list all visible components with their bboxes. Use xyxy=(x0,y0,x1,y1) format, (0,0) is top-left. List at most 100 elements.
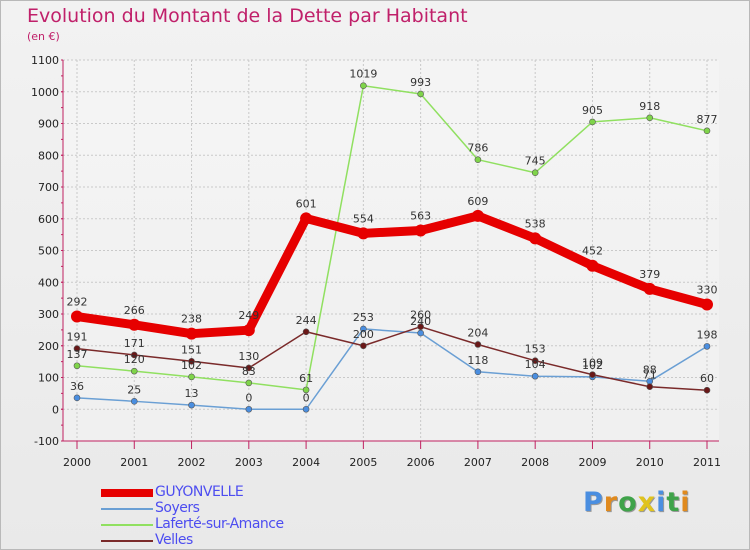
data-label: 102 xyxy=(582,359,603,372)
data-label: 88 xyxy=(643,363,657,376)
data-label: 198 xyxy=(697,328,718,341)
y-tick-label: 100 xyxy=(38,372,59,385)
data-label: 452 xyxy=(582,245,603,258)
data-label: 1019 xyxy=(349,68,377,81)
data-label: 200 xyxy=(353,328,374,341)
series-line-soyers xyxy=(76,328,708,410)
legend-swatch xyxy=(101,524,153,526)
y-tick-label: 0 xyxy=(52,403,59,416)
data-point xyxy=(71,310,83,323)
data-point xyxy=(474,341,482,348)
grid xyxy=(63,59,719,442)
y-tick-label: 800 xyxy=(38,149,59,162)
data-point xyxy=(643,282,656,295)
data-point xyxy=(414,224,427,237)
data-point xyxy=(242,324,255,337)
data-label: 905 xyxy=(582,104,603,117)
x-tick-label: 2011 xyxy=(693,456,721,469)
data-point xyxy=(302,386,310,394)
data-point xyxy=(302,405,310,413)
series-line-velles xyxy=(76,325,708,391)
data-point xyxy=(703,386,711,394)
data-label: 109 xyxy=(582,357,603,370)
data-point xyxy=(188,401,195,409)
axes: -100010020030040050060070080090010001100… xyxy=(31,54,721,469)
data-label: 137 xyxy=(67,348,88,361)
data-label: 786 xyxy=(467,142,488,155)
x-tick-label: 2004 xyxy=(292,456,320,469)
data-label: 204 xyxy=(467,326,488,339)
y-tick-label: 300 xyxy=(38,308,59,321)
data-point xyxy=(73,362,81,370)
data-label: 249 xyxy=(238,309,259,322)
y-tick-label: 900 xyxy=(38,118,59,131)
data-label: 609 xyxy=(467,195,488,208)
data-label: 253 xyxy=(353,311,374,324)
data-label: 601 xyxy=(296,197,317,210)
x-tick-label: 2006 xyxy=(407,456,435,469)
data-point xyxy=(417,90,424,98)
data-point xyxy=(245,379,253,387)
y-tick-label: 1000 xyxy=(31,86,59,99)
data-point xyxy=(130,398,138,405)
data-label: 120 xyxy=(124,353,145,366)
data-point xyxy=(701,298,713,311)
x-tick-label: 2005 xyxy=(349,456,377,469)
data-point xyxy=(474,156,482,163)
data-point xyxy=(73,345,81,352)
data-point xyxy=(360,82,367,90)
data-point xyxy=(589,118,596,126)
data-label: 918 xyxy=(639,100,660,113)
data-point xyxy=(130,367,138,375)
data-point xyxy=(703,127,711,135)
data-point xyxy=(188,373,195,381)
data-point xyxy=(357,227,370,240)
x-tick-label: 2001 xyxy=(120,456,148,469)
data-label: 563 xyxy=(410,209,431,222)
data-label: 60 xyxy=(700,372,714,385)
data-point xyxy=(586,259,599,272)
proxiti-logo: Proxiti xyxy=(583,487,691,518)
data-label: 554 xyxy=(353,212,374,225)
data-point xyxy=(245,405,253,413)
legend-swatch xyxy=(101,508,153,510)
y-tick-label: 1100 xyxy=(31,54,59,67)
data-point xyxy=(589,371,596,378)
data-label: 191 xyxy=(67,331,88,344)
y-tick-label: 200 xyxy=(38,340,59,353)
data-label: 993 xyxy=(410,76,431,89)
data-label: 25 xyxy=(127,383,141,396)
data-point xyxy=(703,343,711,350)
data-label: 83 xyxy=(242,365,256,378)
data-point xyxy=(531,357,539,364)
x-tick-label: 2010 xyxy=(636,456,664,469)
legend-label: Soyers xyxy=(155,500,200,516)
data-point xyxy=(130,351,138,359)
data-label: 151 xyxy=(181,343,202,356)
data-label: 238 xyxy=(181,313,202,326)
x-tick-label: 2008 xyxy=(521,456,549,469)
x-tick-label: 2002 xyxy=(178,456,206,469)
data-label: 61 xyxy=(299,372,313,385)
data-labels: 292 266 238 249 601 554 563 609 538 452 379 330 36 25… xyxy=(67,68,718,405)
data-label: 538 xyxy=(525,217,546,230)
data-label: 118 xyxy=(467,354,488,367)
data-label: 240 xyxy=(410,315,431,328)
series-line-guyonvelle xyxy=(76,211,709,339)
data-point xyxy=(360,342,367,350)
legend-label: GUYONVELLE xyxy=(155,484,244,500)
y-tick-label: 500 xyxy=(38,245,59,258)
data-label: 71 xyxy=(643,369,657,382)
data-point xyxy=(474,368,482,376)
data-label: 104 xyxy=(525,358,546,371)
data-label: 379 xyxy=(639,268,660,281)
series-line-lafert-sur-amance xyxy=(76,84,708,391)
y-tick-label: 700 xyxy=(38,181,59,194)
data-label: 130 xyxy=(238,350,259,363)
legend-swatch xyxy=(101,540,153,542)
data-point xyxy=(302,328,310,336)
y-tick-label: 400 xyxy=(38,276,59,289)
data-label: 102 xyxy=(181,359,202,372)
